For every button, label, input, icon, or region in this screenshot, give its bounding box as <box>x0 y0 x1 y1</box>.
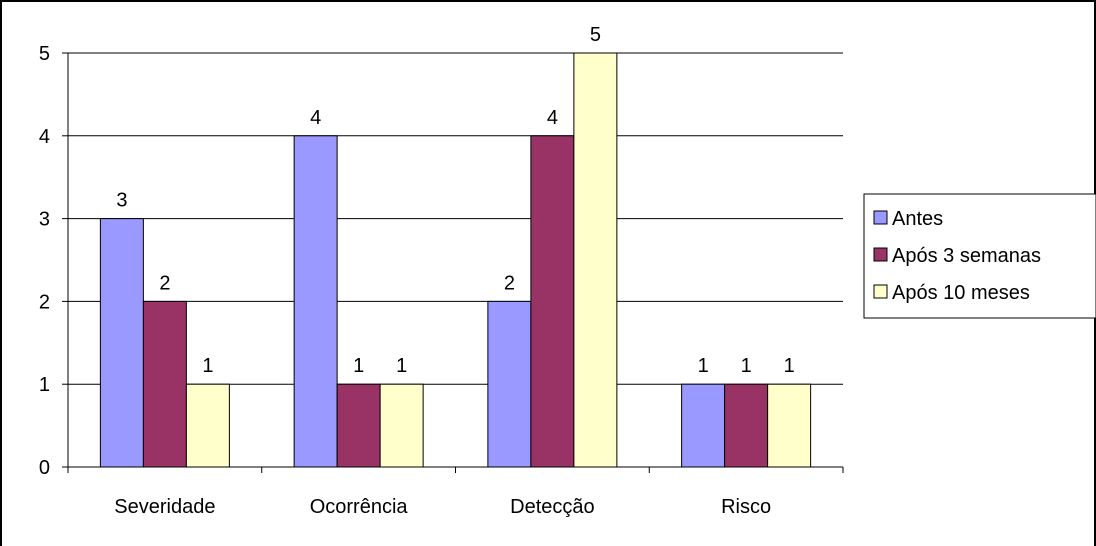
data-label: 4 <box>547 107 558 129</box>
y-tick-label: 0 <box>39 457 50 479</box>
bars <box>99 52 812 468</box>
bar <box>724 383 769 468</box>
bar <box>767 383 812 468</box>
bar <box>99 218 144 468</box>
data-label: 1 <box>202 355 213 377</box>
bar <box>142 300 187 468</box>
bar <box>487 300 532 468</box>
data-label: 3 <box>116 190 127 212</box>
legend-label: Após 10 meses <box>892 282 1030 304</box>
x-tick-label: Ocorrência <box>310 496 409 518</box>
data-label: 1 <box>353 355 364 377</box>
data-label: 4 <box>310 107 321 129</box>
legend-label: Antes <box>892 208 943 230</box>
data-label: 2 <box>159 272 170 294</box>
x-tick-label: Detecção <box>510 496 595 518</box>
data-label: 1 <box>741 355 752 377</box>
y-tick-labels: 0 1 2 3 4 5 <box>39 43 50 479</box>
legend-swatch <box>873 284 888 299</box>
data-label: 2 <box>504 272 515 294</box>
data-label: 1 <box>784 355 795 377</box>
data-label: 1 <box>396 355 407 377</box>
x-tick-label: Risco <box>721 496 771 518</box>
bar <box>293 135 338 468</box>
y-tick-label: 3 <box>39 209 50 231</box>
bar <box>336 383 381 468</box>
y-tick-label: 5 <box>39 43 50 65</box>
data-label: 5 <box>590 24 601 46</box>
x-tick-labels: Severidade Ocorrência Detecção Risco <box>114 496 771 518</box>
y-tick-label: 1 <box>39 374 50 396</box>
data-label: 1 <box>698 355 709 377</box>
x-tick-label: Severidade <box>114 496 215 518</box>
bar <box>573 52 618 468</box>
y-tick-label: 4 <box>39 126 50 148</box>
data-labels: 3 2 1 4 1 1 2 4 5 1 1 1 <box>116 24 794 377</box>
legend-box <box>863 193 1096 319</box>
bar <box>681 383 726 468</box>
legend: Antes Após 3 semanas Após 10 meses <box>863 193 1096 319</box>
legend-label: Após 3 semanas <box>892 245 1041 267</box>
y-tick-label: 2 <box>39 291 50 313</box>
bar <box>530 135 575 468</box>
legend-swatch <box>873 247 888 262</box>
bar <box>185 383 230 468</box>
axes <box>62 52 844 473</box>
legend-swatch <box>873 210 888 225</box>
bar <box>379 383 424 468</box>
